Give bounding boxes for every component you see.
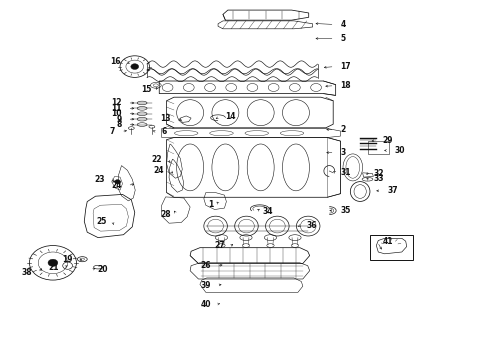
Text: 26: 26: [200, 261, 211, 270]
Text: 41: 41: [383, 238, 393, 246]
Text: 5: 5: [341, 34, 345, 43]
Text: 28: 28: [160, 210, 171, 219]
Text: 6: 6: [162, 127, 167, 136]
Text: 34: 34: [262, 207, 272, 216]
Text: 18: 18: [341, 81, 351, 90]
Text: 35: 35: [341, 206, 351, 215]
Text: 40: 40: [200, 300, 211, 309]
Bar: [370, 235, 413, 260]
Text: 12: 12: [111, 99, 122, 108]
Text: 16: 16: [110, 57, 121, 66]
Text: 39: 39: [200, 281, 211, 289]
Circle shape: [48, 259, 58, 266]
Text: 20: 20: [97, 266, 107, 274]
Text: 29: 29: [382, 136, 392, 145]
Text: 22: 22: [151, 155, 162, 164]
Text: 19: 19: [62, 256, 73, 264]
Text: 11: 11: [111, 104, 122, 113]
Text: 1: 1: [208, 200, 213, 209]
Text: 8: 8: [116, 120, 122, 129]
Text: 21: 21: [49, 263, 59, 271]
Text: 7: 7: [110, 127, 115, 136]
Text: 30: 30: [394, 146, 405, 155]
Text: 25: 25: [97, 217, 107, 226]
Text: 24: 24: [154, 166, 164, 175]
Circle shape: [115, 180, 121, 184]
Text: 27: 27: [215, 241, 225, 250]
Text: 36: 36: [306, 221, 317, 230]
Text: 32: 32: [373, 169, 384, 178]
Text: 9: 9: [116, 114, 122, 123]
Text: 10: 10: [111, 109, 122, 118]
Text: 24: 24: [111, 181, 122, 190]
Text: 4: 4: [341, 20, 346, 29]
Text: 38: 38: [21, 269, 32, 277]
Text: 14: 14: [225, 112, 236, 121]
Text: 17: 17: [341, 62, 351, 71]
Text: 3: 3: [341, 148, 346, 157]
Text: 2: 2: [341, 125, 346, 134]
Bar: [368, 141, 389, 154]
Circle shape: [131, 64, 139, 69]
Text: 23: 23: [95, 175, 105, 184]
Text: 15: 15: [142, 85, 152, 94]
Text: 31: 31: [341, 167, 351, 176]
Text: 37: 37: [387, 186, 398, 195]
Text: 13: 13: [160, 113, 171, 122]
Text: 33: 33: [373, 174, 384, 183]
